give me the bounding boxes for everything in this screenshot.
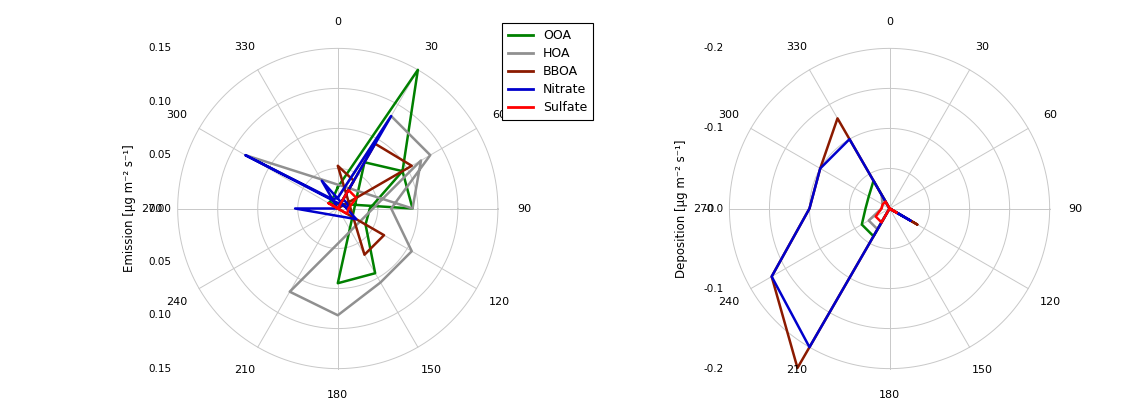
Text: 120: 120 <box>1040 296 1062 306</box>
Text: 330: 330 <box>234 42 256 52</box>
Text: 30: 30 <box>423 42 438 52</box>
Text: 180: 180 <box>879 389 900 399</box>
Text: 90: 90 <box>1069 203 1083 214</box>
Text: 60: 60 <box>492 111 506 121</box>
Text: 0.10: 0.10 <box>149 97 171 107</box>
Text: 120: 120 <box>489 296 510 306</box>
Text: 270: 270 <box>692 203 714 214</box>
Text: -0.1: -0.1 <box>703 284 723 294</box>
Text: -0.2: -0.2 <box>703 364 723 374</box>
Text: 270: 270 <box>141 203 162 214</box>
Text: 0.05: 0.05 <box>149 150 171 160</box>
Text: -0.0: -0.0 <box>704 203 723 214</box>
Text: 0.10: 0.10 <box>149 310 171 320</box>
Text: 60: 60 <box>1044 111 1057 121</box>
Text: 0: 0 <box>886 18 893 28</box>
Text: 150: 150 <box>972 365 993 375</box>
Text: 0: 0 <box>334 18 341 28</box>
Text: 0.15: 0.15 <box>149 364 171 374</box>
Text: 210: 210 <box>234 365 256 375</box>
Text: 0.00: 0.00 <box>149 203 171 214</box>
Text: -0.2: -0.2 <box>703 43 723 53</box>
Text: 240: 240 <box>166 296 187 306</box>
Text: 300: 300 <box>718 111 739 121</box>
Text: -0.1: -0.1 <box>703 123 723 133</box>
Text: 330: 330 <box>786 42 807 52</box>
Legend: OOA, HOA, BBOA, Nitrate, Sulfate: OOA, HOA, BBOA, Nitrate, Sulfate <box>502 23 593 121</box>
Text: 240: 240 <box>717 296 739 306</box>
Text: 90: 90 <box>517 203 531 214</box>
Text: 0.05: 0.05 <box>149 257 171 267</box>
Text: 210: 210 <box>786 365 807 375</box>
Text: 0.15: 0.15 <box>149 43 171 53</box>
Text: Deposition [µg m⁻² s⁻¹]: Deposition [µg m⁻² s⁻¹] <box>674 139 688 278</box>
Text: 30: 30 <box>975 42 990 52</box>
Text: 180: 180 <box>328 389 348 399</box>
Text: 300: 300 <box>167 111 187 121</box>
Text: Emission [µg m⁻² s⁻¹]: Emission [µg m⁻² s⁻¹] <box>123 145 136 272</box>
Text: 150: 150 <box>420 365 441 375</box>
